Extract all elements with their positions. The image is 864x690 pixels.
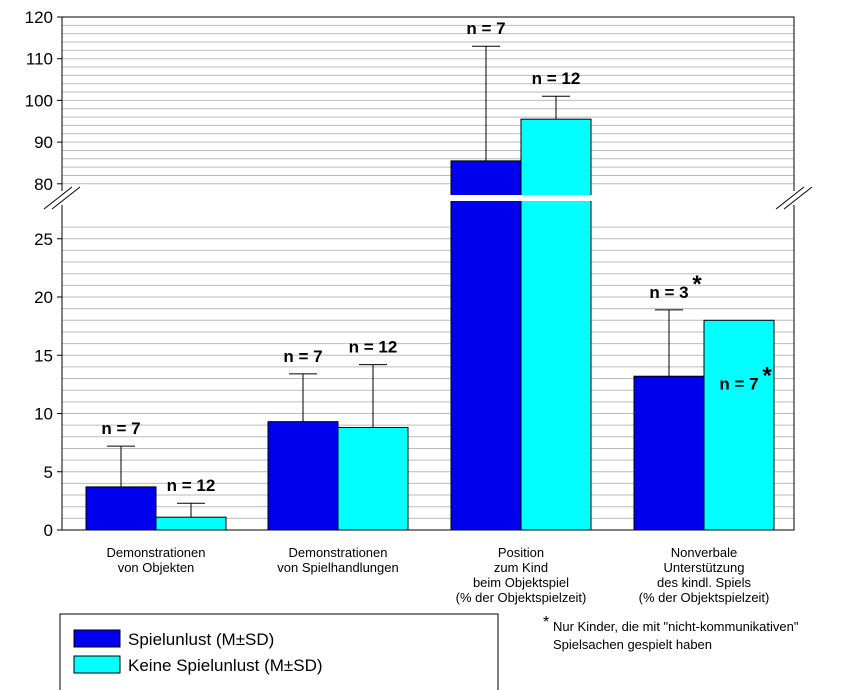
n-label: n = 12 [532, 69, 581, 88]
y-tick-label: 120 [25, 8, 53, 27]
category-label: des kindl. Spiels [657, 575, 751, 590]
axis-break-slash [775, 186, 805, 210]
significance-star: * [762, 362, 772, 389]
n-label: n = 12 [349, 338, 398, 357]
y-tick-label: 110 [26, 50, 53, 69]
y-tick-label: 5 [44, 463, 53, 482]
category-label: (% der Objektspielzeit) [639, 590, 770, 605]
legend-swatch-spielunlust [73, 629, 121, 648]
legend-label-spielunlust: Spielunlust (M±SD) [128, 630, 274, 649]
legend-label-keine-spielunlust: Keine Spielunlust (M±SD) [128, 656, 323, 675]
axis-break-mask [786, 191, 802, 205]
category-label: Position [498, 545, 544, 560]
category-label: Demonstrationen [107, 545, 206, 560]
category-label: von Spielhandlungen [277, 560, 398, 575]
legend: Spielunlust (M±SD) Keine Spielunlust (M±… [59, 613, 499, 690]
y-tick-label: 25 [34, 230, 53, 249]
footnote-line-2: Spielsachen gespielt haben [553, 637, 712, 652]
n-label: n = 3 [649, 283, 688, 302]
legend-swatch-keine-spielunlust [73, 655, 121, 674]
category-label: Nonverbale [671, 545, 738, 560]
n-label: n = 7 [101, 419, 140, 438]
axis-break-gap [440, 195, 600, 201]
y-tick-label: 10 [34, 405, 53, 424]
bars [85, 45, 775, 531]
bar-spielunlust [267, 421, 339, 531]
n-label: n = 7 [466, 19, 505, 38]
n-label: n = 12 [167, 476, 216, 495]
y-tick-label: 20 [34, 288, 53, 307]
n-label: n = 7 [719, 374, 758, 393]
significance-star: * [692, 271, 702, 298]
footnote-line-1: Nur Kinder, die mit "nicht-kommunikative… [553, 619, 799, 634]
footnote: * Nur Kinder, die mit "nicht-kommunikati… [543, 614, 799, 652]
y-axis: 0 5 10 15 20 25 80 90 100 110 120 [25, 8, 813, 540]
category-label: (% der Objektspielzeit) [456, 590, 587, 605]
legend-frame [59, 613, 499, 690]
y-tick-label: 15 [34, 346, 53, 365]
bar-keine-spielunlust [337, 426, 409, 531]
plot-frame [61, 16, 795, 531]
axis-break-mask [54, 191, 70, 205]
bar-spielunlust [85, 486, 157, 531]
y-tick-label: 0 [44, 521, 53, 540]
axis-break-slash [783, 186, 813, 210]
n-label: n = 7 [283, 347, 322, 366]
category-label: Unterstützung [664, 560, 745, 575]
category-label: von Objekten [118, 560, 195, 575]
category-label: beim Objektspiel [473, 575, 569, 590]
axis-break-slash [51, 186, 81, 210]
y-tick-label: 100 [25, 91, 53, 110]
category-label: zum Kind [494, 560, 548, 575]
bar-keine-spielunlust [155, 516, 227, 531]
bar-keine-spielunlust [703, 319, 775, 531]
annotations: n = 7n = 7n = 7n = 3 *n = 12n = 12n = 12n… [101, 19, 772, 495]
category-label: Demonstrationen [289, 545, 388, 560]
bar-keine-spielunlust [520, 118, 592, 531]
footnote-star: * [543, 614, 549, 631]
axis-break-slash [43, 186, 73, 210]
y-tick-label: 90 [34, 133, 53, 152]
y-tick-label: 80 [34, 175, 53, 194]
bar-spielunlust [450, 160, 522, 531]
bar-spielunlust [633, 375, 705, 531]
